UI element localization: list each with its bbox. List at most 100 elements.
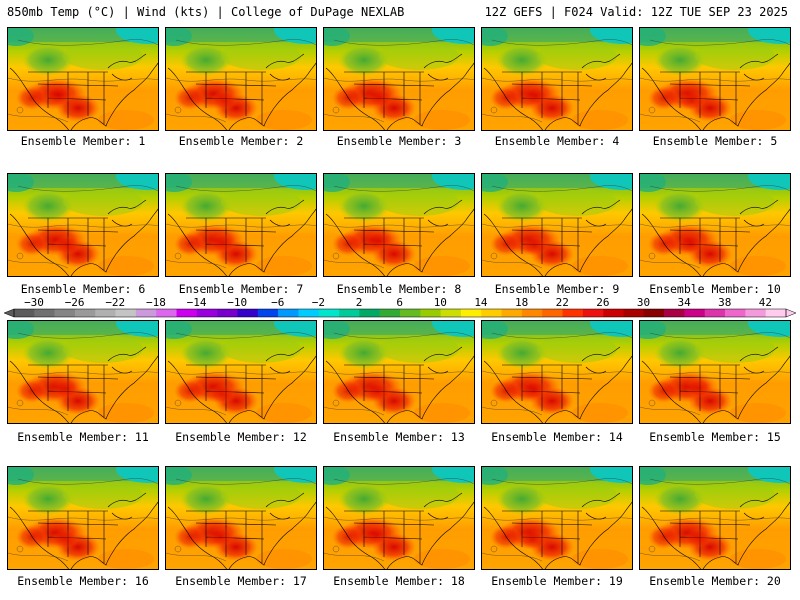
colorbar-tick-label: −14 (187, 296, 207, 309)
colorbar-segment (684, 309, 706, 317)
ensemble-member-label: Ensemble Member: 13 (333, 430, 465, 444)
temperature-map (482, 467, 632, 569)
colorbar-tick-label: 6 (396, 296, 403, 309)
colorbar-tick-label: 14 (474, 296, 488, 309)
colorbar-segment (237, 309, 259, 317)
ensemble-map-panel (481, 27, 633, 131)
ensemble-member-label: Ensemble Member: 6 (20, 282, 146, 296)
ensemble-map-panel (323, 466, 475, 570)
ensemble-member-label: Ensemble Member: 3 (336, 134, 462, 148)
colorbar-tick-label: −10 (227, 296, 247, 309)
colorbar-segment (440, 309, 462, 317)
colorbar-tick-label: −22 (105, 296, 125, 309)
colorbar-segment (217, 309, 238, 317)
colorbar-segment (745, 309, 766, 317)
colorbar-tick-label: 22 (556, 296, 569, 309)
ensemble-map-panel (639, 320, 791, 424)
ensemble-member-label: Ensemble Member: 11 (17, 430, 149, 444)
colorbar-segment (156, 309, 177, 317)
valid-time: 12Z GEFS | F024 Valid: 12Z TUE SEP 23 20… (484, 5, 788, 19)
temperature-map (166, 28, 316, 130)
colorbar-segment (664, 309, 685, 317)
colorbar-tick-label: 34 (677, 296, 691, 309)
temperature-map (482, 28, 632, 130)
colorbar-segment (54, 309, 76, 317)
temperature-map (324, 321, 474, 423)
ensemble-member-label: Ensemble Member: 9 (494, 282, 620, 296)
colorbar-segment (420, 309, 441, 317)
colorbar-segment (603, 309, 624, 317)
ensemble-member-label: Ensemble Member: 12 (175, 430, 307, 444)
colorbar-segment (298, 309, 320, 317)
colorbar-segment (460, 309, 482, 317)
temperature-map (166, 174, 316, 276)
colorbar-segment (34, 309, 55, 317)
temperature-map (8, 28, 158, 130)
colorbar-segment (765, 309, 787, 317)
colorbar-tick-label: 10 (434, 296, 447, 309)
ensemble-map-panel (639, 173, 791, 277)
ensemble-member-label: Ensemble Member: 8 (336, 282, 462, 296)
colorbar-segment (623, 309, 645, 317)
colorbar-tick-label: −18 (146, 296, 166, 309)
temperature-map (640, 174, 790, 276)
colorbar-segment (562, 309, 584, 317)
ensemble-map-panel (7, 27, 159, 131)
ensemble-map-panel (7, 173, 159, 277)
temperature-map (166, 321, 316, 423)
colorbar-segment (542, 309, 563, 317)
temperature-map (8, 174, 158, 276)
temperature-map (482, 174, 632, 276)
ensemble-map-panel (165, 320, 317, 424)
ensemble-map-panel (7, 320, 159, 424)
colorbar-tick-label: 26 (596, 296, 609, 309)
ensemble-map-panel (481, 173, 633, 277)
colorbar-segment (278, 309, 299, 317)
product-title: 850mb Temp (°C) | Wind (kts) | College o… (7, 5, 405, 19)
colorbar-left-arrow (3, 308, 15, 318)
colorbar-segment (339, 309, 360, 317)
temperature-map (640, 321, 790, 423)
colorbar-segment (704, 309, 726, 317)
colorbar-right-arrow (785, 308, 797, 318)
colorbar-segment (400, 309, 421, 317)
colorbar-segment (582, 309, 604, 317)
ensemble-member-label: Ensemble Member: 19 (491, 574, 623, 588)
ensemble-map-panel (639, 466, 791, 570)
ensemble-member-label: Ensemble Member: 16 (17, 574, 149, 588)
colorbar-segment (95, 309, 116, 317)
ensemble-member-label: Ensemble Member: 1 (20, 134, 146, 148)
ensemble-member-label: Ensemble Member: 2 (178, 134, 304, 148)
ensemble-map-panel (7, 466, 159, 570)
temperature-map (324, 467, 474, 569)
colorbar-segment (135, 309, 157, 317)
colorbar-segment (14, 309, 35, 317)
temperature-map (8, 321, 158, 423)
ensemble-member-label: Ensemble Member: 5 (652, 134, 778, 148)
ensemble-map-panel (165, 466, 317, 570)
colorbar-segment (501, 309, 523, 317)
ensemble-member-label: Ensemble Member: 17 (175, 574, 307, 588)
temperature-map (324, 28, 474, 130)
ensemble-member-label: Ensemble Member: 10 (649, 282, 781, 296)
colorbar-border (13, 308, 787, 318)
colorbar-tick-label: −6 (271, 296, 284, 309)
temperature-map (324, 174, 474, 276)
colorbar-tick-label: −26 (65, 296, 85, 309)
colorbar-segment (196, 309, 218, 317)
ensemble-map-panel (323, 27, 475, 131)
temperature-map (640, 467, 790, 569)
colorbar-segment (359, 309, 380, 317)
colorbar-tick-label: −30 (24, 296, 44, 309)
temperature-map (482, 321, 632, 423)
temperature-map (8, 467, 158, 569)
ensemble-map-panel (165, 27, 317, 131)
ensemble-map-panel (323, 320, 475, 424)
colorbar-segment (379, 309, 401, 317)
colorbar-tick-label: −2 (312, 296, 325, 309)
temperature-map (166, 467, 316, 569)
colorbar-segment (176, 309, 198, 317)
ensemble-map-panel (639, 27, 791, 131)
colorbar-tick-label: 2 (356, 296, 363, 309)
ensemble-member-label: Ensemble Member: 15 (649, 430, 781, 444)
